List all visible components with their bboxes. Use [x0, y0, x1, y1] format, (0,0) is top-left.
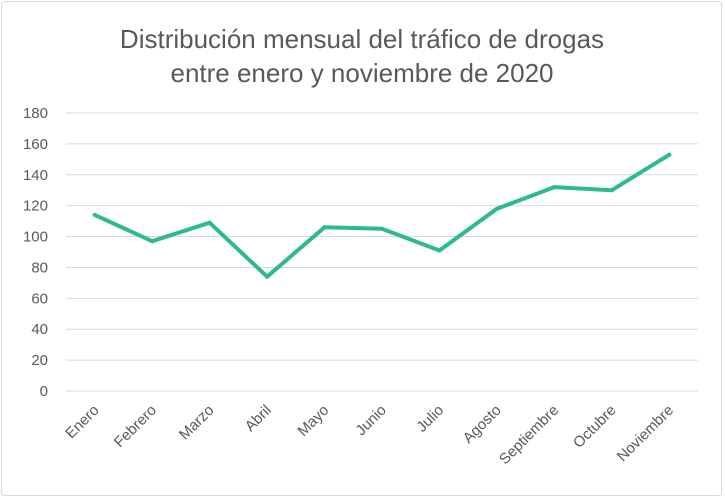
data-point	[437, 248, 442, 253]
y-tick-label: 80	[31, 259, 48, 276]
series-layer	[92, 152, 672, 279]
y-tick-label: 40	[31, 321, 48, 338]
data-point	[494, 206, 499, 211]
x-tick-label: Febrero	[111, 402, 160, 451]
x-tick-label: Junio	[352, 402, 389, 439]
y-tick-label: 60	[31, 290, 48, 307]
y-tick-label: 180	[23, 105, 48, 122]
data-point	[150, 239, 155, 244]
data-point	[265, 274, 270, 279]
x-tick-label: Mayo	[294, 402, 332, 440]
data-point	[667, 152, 672, 157]
y-tick-label: 0	[40, 383, 48, 400]
data-point	[380, 226, 384, 231]
y-tick-label: 160	[23, 136, 48, 153]
x-axis-tick-labels: Enero Febrero Marzo Abril Mayo Junio Julio Agos…	[62, 402, 677, 468]
y-tick-label: 120	[23, 198, 48, 215]
data-point	[92, 212, 97, 217]
x-tick-label: Septiembre	[496, 402, 562, 468]
series-line	[92, 152, 672, 279]
y-tick-label: 20	[31, 352, 48, 369]
gridlines	[66, 112, 698, 392]
x-tick-label: Octubre	[570, 402, 620, 452]
data-point	[552, 185, 557, 190]
data-point	[609, 188, 614, 193]
x-tick-label: Marzo	[176, 402, 217, 443]
x-tick-label: Agosto	[460, 402, 505, 447]
x-tick-label: Julio	[413, 402, 447, 436]
x-tick-label: Abril	[242, 402, 275, 435]
x-tick-label: Enero	[62, 402, 102, 442]
data-point	[322, 225, 327, 230]
y-tick-label: 100	[23, 229, 48, 246]
chart-title-line-2: entre enero y noviembre de 2020	[170, 58, 553, 88]
x-tick-label: Noviembre	[614, 402, 677, 465]
y-axis-tick-labels: 0 20 40 60 80 100 120 140 160 180	[23, 105, 48, 400]
chart-title-line-1: Distribución mensual del tráfico de drog…	[120, 24, 604, 54]
data-point	[207, 220, 212, 225]
y-tick-label: 140	[23, 167, 48, 184]
